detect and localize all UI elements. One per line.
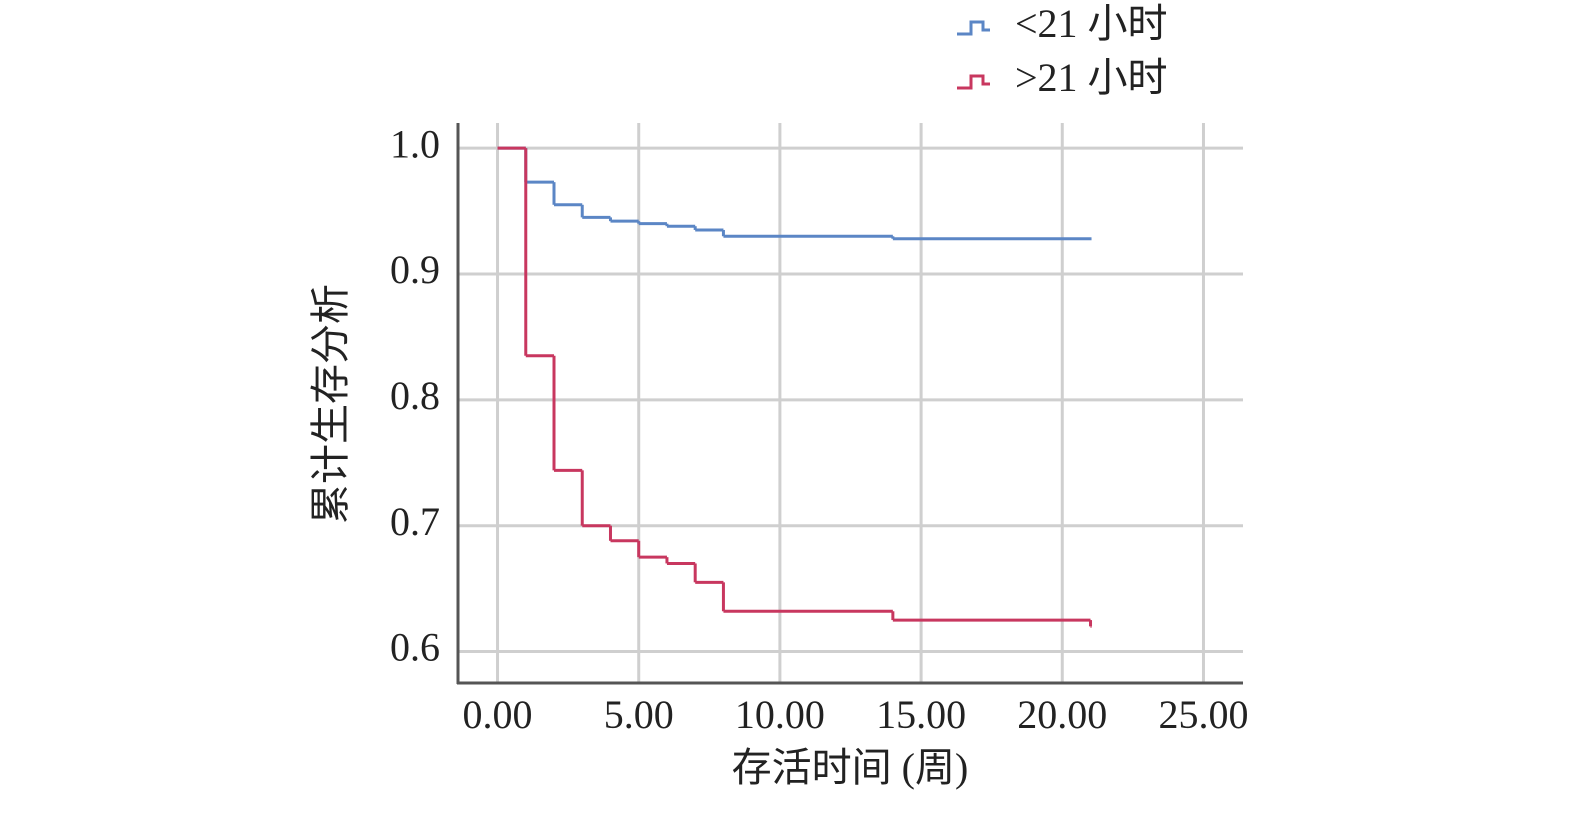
x-tick-label: 10.00 (735, 692, 825, 737)
x-axis-label: 存活时间 (周) (732, 745, 969, 790)
legend-label: <21 小时 (1015, 1, 1168, 46)
y-axis-label: 累计生存分析 (308, 284, 353, 524)
y-tick-label: 0.6 (390, 625, 440, 670)
legend-swatch (957, 20, 990, 36)
y-tick-label: 1.0 (390, 121, 440, 166)
legend-label: >21 小时 (1015, 55, 1168, 100)
x-tick-label: 20.00 (1017, 692, 1107, 737)
legend-swatch (957, 74, 990, 90)
y-tick-label: 0.7 (390, 499, 440, 544)
x-tick-label: 25.00 (1158, 692, 1248, 737)
y-tick-label: 0.9 (390, 247, 440, 292)
x-tick-label: 15.00 (876, 692, 966, 737)
y-tick-label: 0.8 (390, 373, 440, 418)
x-tick-label: 5.00 (604, 692, 674, 737)
x-tick-label: 0.00 (463, 692, 533, 737)
